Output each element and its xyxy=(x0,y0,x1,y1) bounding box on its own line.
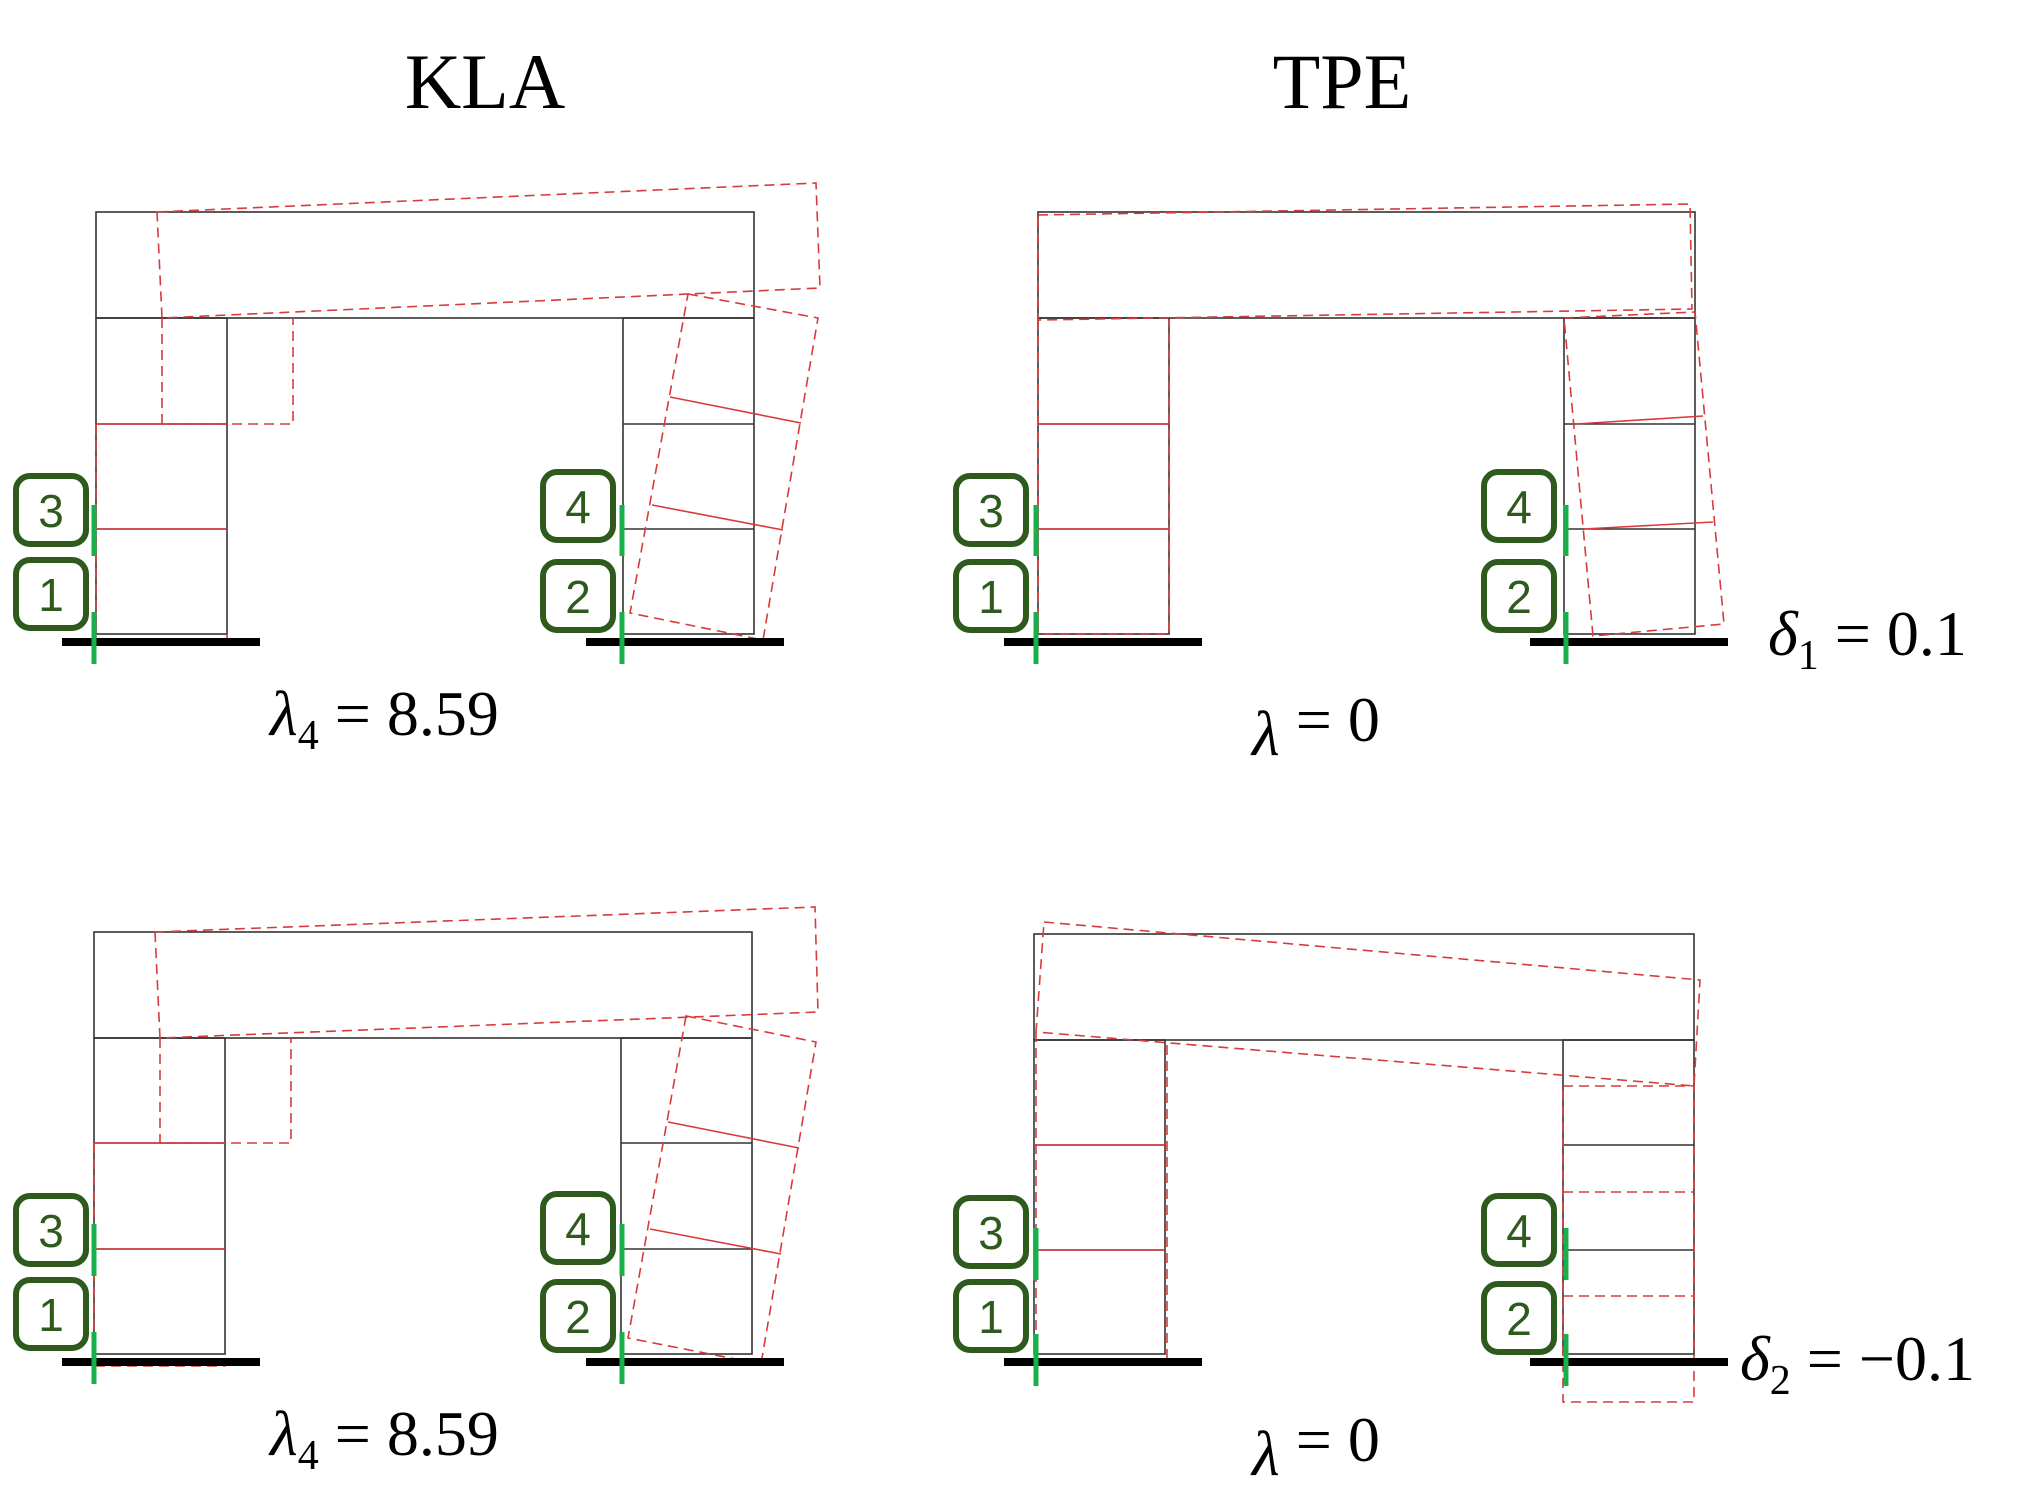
panel-kla-bottom: 3 1 4 2 λ4 = 8.59 xyxy=(13,906,819,1479)
svg-text:4: 4 xyxy=(1506,1205,1532,1257)
svg-text:2: 2 xyxy=(565,571,591,623)
deformed-shape xyxy=(1034,921,1701,1403)
node-badge-2: 2 xyxy=(540,559,616,633)
svg-text:2: 2 xyxy=(1506,571,1532,623)
node-badge-2: 2 xyxy=(1481,1281,1557,1355)
svg-text:3: 3 xyxy=(38,1205,64,1257)
deformed-shape xyxy=(95,182,821,645)
svg-text:1: 1 xyxy=(38,569,64,621)
panel-kla-top: 3 1 4 2 λ4 = 8.59 xyxy=(13,182,821,759)
node-badge-3: 3 xyxy=(953,473,1029,547)
lambda-value: λ = 0 xyxy=(1250,684,1380,769)
svg-text:4: 4 xyxy=(565,1203,591,1255)
svg-text:2: 2 xyxy=(1506,1293,1532,1345)
panel-tpe-bottom: 3 1 4 2 λ = 0 δ2 = −0.1 xyxy=(953,921,1975,1489)
svg-text:4: 4 xyxy=(565,481,591,533)
node-badge-4: 4 xyxy=(1481,1193,1557,1267)
delta-value: δ2 = −0.1 xyxy=(1740,1323,1975,1404)
svg-text:1: 1 xyxy=(38,1289,64,1341)
node-badge-4: 4 xyxy=(540,1191,616,1265)
node-badge-1: 1 xyxy=(953,559,1029,633)
title-kla: KLA xyxy=(405,38,565,125)
svg-text:3: 3 xyxy=(978,485,1004,537)
svg-text:1: 1 xyxy=(978,571,1004,623)
node-badge-2: 2 xyxy=(1481,559,1557,633)
lambda-value: λ = 0 xyxy=(1250,1404,1380,1489)
node-badge-1: 1 xyxy=(953,1279,1029,1353)
lambda-value: λ4 = 8.59 xyxy=(268,678,499,759)
svg-text:4: 4 xyxy=(1506,481,1532,533)
panel-tpe-top: 3 1 4 2 λ = 0 δ1 = 0.1 xyxy=(953,203,1967,769)
undeformed-outline xyxy=(95,211,755,635)
node-badge-1: 1 xyxy=(13,557,89,631)
lambda-value: λ4 = 8.59 xyxy=(268,1398,499,1479)
delta-value: δ1 = 0.1 xyxy=(1768,598,1967,679)
svg-text:1: 1 xyxy=(978,1291,1004,1343)
title-tpe: TPE xyxy=(1273,38,1412,125)
deformed-shape xyxy=(1037,203,1725,637)
deformed-shape xyxy=(93,906,819,1367)
node-badge-1: 1 xyxy=(13,1277,89,1351)
node-badge-3: 3 xyxy=(13,1193,89,1267)
node-badge-3: 3 xyxy=(953,1195,1029,1269)
undeformed-outline xyxy=(1033,933,1695,1355)
node-badge-4: 4 xyxy=(1481,469,1557,543)
node-badge-3: 3 xyxy=(13,473,89,547)
node-badge-4: 4 xyxy=(540,469,616,543)
svg-text:2: 2 xyxy=(565,1291,591,1343)
svg-text:3: 3 xyxy=(38,485,64,537)
node-badge-2: 2 xyxy=(540,1279,616,1353)
svg-text:3: 3 xyxy=(978,1207,1004,1259)
